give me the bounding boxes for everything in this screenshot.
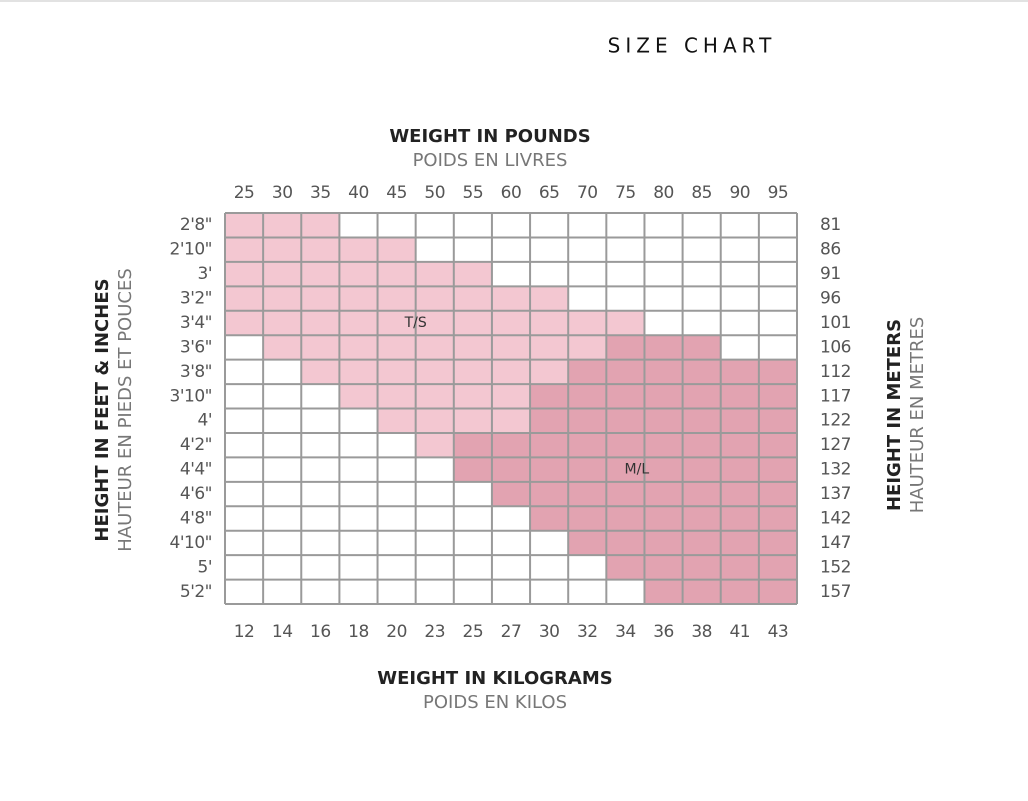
bottom-axis-subtitle: POIDS EN KILOS: [423, 692, 567, 713]
pounds-label: 55: [463, 183, 484, 203]
pounds-label: 60: [501, 183, 522, 203]
meters-label: 106: [820, 337, 851, 357]
size-cells: [606, 555, 797, 580]
feet-label: 2'10": [170, 240, 212, 260]
feet-label: 3'4": [180, 313, 212, 333]
feet-label: 2'8": [180, 215, 212, 235]
meters-label: 122: [820, 411, 851, 431]
kilograms-label: 32: [577, 622, 598, 642]
kilograms-label: 23: [424, 622, 445, 642]
left-axis-title: HEIGHT IN FEET & INCHES: [92, 278, 113, 541]
meters-label: 86: [820, 240, 841, 260]
right-axis-title: HEIGHT IN METERS: [884, 319, 905, 511]
feet-label: 5': [198, 557, 213, 577]
kilograms-label: 25: [463, 622, 484, 642]
pounds-label: 70: [577, 183, 598, 203]
pounds-label: 95: [768, 183, 789, 203]
size-cells: [415, 432, 454, 458]
kilograms-label: 43: [768, 622, 789, 642]
meters-label: 127: [820, 435, 851, 455]
size-cells: [530, 384, 797, 409]
kilograms-label: 12: [234, 622, 255, 642]
pounds-label: 45: [386, 183, 407, 203]
meters-label: 132: [820, 460, 851, 480]
size-cells: [225, 261, 492, 287]
feet-label: 4': [198, 411, 213, 431]
size-cells: [301, 359, 569, 385]
pounds-label: 75: [615, 183, 636, 203]
meters-label: 152: [820, 557, 851, 577]
size-cells: [453, 432, 797, 458]
meters-label: 142: [820, 508, 851, 528]
feet-label: 3'8": [180, 362, 212, 382]
kilograms-label: 30: [539, 622, 560, 642]
pounds-label: 65: [539, 183, 560, 203]
page-title: SIZE CHART: [608, 34, 777, 58]
meters-label: 112: [820, 362, 851, 382]
feet-label: 4'2": [180, 435, 212, 455]
bottom-axis-title: WEIGHT IN KILOGRAMS: [377, 668, 612, 689]
kilograms-label: 41: [729, 622, 750, 642]
size-cells: [225, 286, 569, 311]
pounds-label: 35: [310, 183, 331, 203]
size-cells: [225, 213, 340, 238]
size-cells: [530, 408, 797, 433]
pounds-label: 85: [691, 183, 712, 203]
pounds-label: 80: [653, 183, 674, 203]
feet-label: 3'2": [180, 289, 212, 309]
pounds-label: 90: [729, 183, 750, 203]
kilograms-label: 27: [501, 622, 522, 642]
pounds-label: 30: [272, 183, 293, 203]
pounds-label: 50: [424, 183, 445, 203]
feet-label: 4'10": [170, 533, 212, 553]
right-axis-subtitle: HAUTEUR EN METRES: [907, 317, 928, 514]
meters-label: 101: [820, 313, 851, 333]
kilograms-label: 14: [272, 622, 293, 642]
kilograms-label: 16: [310, 622, 331, 642]
size-cells: [225, 310, 645, 336]
kilograms-label: 36: [653, 622, 674, 642]
size-cells: [453, 457, 797, 482]
feet-label: 4'8": [180, 508, 212, 528]
kilograms-label: 34: [615, 622, 636, 642]
top-axis-subtitle: POIDS EN LIVRES: [413, 150, 568, 171]
pounds-label: 40: [348, 183, 369, 203]
left-axis-subtitle: HAUTEUR EN PIEDS ET POUCES: [115, 268, 136, 552]
size-label: T/S: [404, 315, 427, 331]
meters-label: 137: [820, 484, 851, 504]
size-cells: [263, 335, 607, 360]
meters-label: 81: [820, 215, 841, 235]
meters-label: 147: [820, 533, 851, 553]
meters-label: 96: [820, 289, 841, 309]
meters-label: 117: [820, 386, 851, 406]
size-cells: [530, 506, 797, 531]
kilograms-label: 18: [348, 622, 369, 642]
feet-label: 5'2": [180, 582, 212, 602]
feet-label: 4'6": [180, 484, 212, 504]
size-cells: [225, 237, 416, 262]
pounds-label: 25: [234, 183, 255, 203]
feet-label: 4'4": [180, 460, 212, 480]
size-cells: [339, 384, 531, 409]
meters-label: 91: [820, 264, 841, 284]
kilograms-label: 38: [691, 622, 712, 642]
feet-label: 3': [198, 264, 213, 284]
meters-label: 157: [820, 582, 851, 602]
size-label: M/L: [625, 462, 650, 478]
kilograms-label: 20: [386, 622, 407, 642]
feet-label: 3'6": [180, 337, 212, 357]
top-axis-title: WEIGHT IN POUNDS: [389, 126, 590, 147]
feet-label: 3'10": [170, 386, 212, 406]
size-cells: [606, 335, 721, 360]
